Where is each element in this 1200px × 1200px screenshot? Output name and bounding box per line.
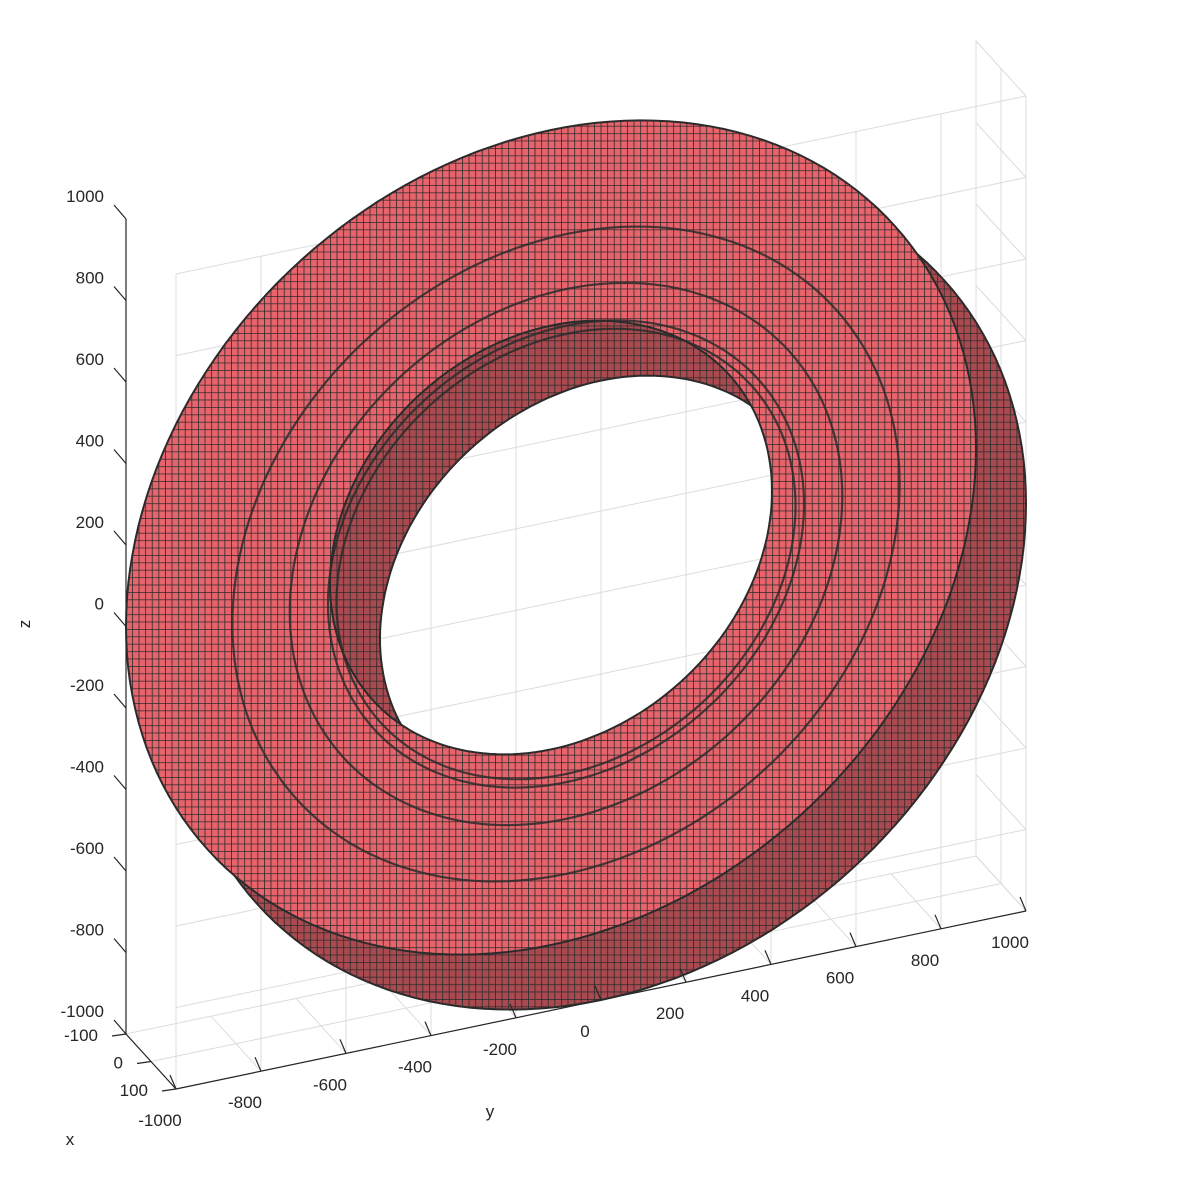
z-tick-label: -1000: [61, 1002, 104, 1021]
y-tick-mark: [594, 985, 602, 1001]
tick-labels: -1000-800-600-400-20002004006008001000-1…: [61, 187, 1029, 1130]
y-tick-mark: [509, 1003, 517, 1019]
z-tick-label: -600: [70, 839, 104, 858]
z-tick-label: 0: [95, 595, 104, 614]
grid-line: [975, 855, 1027, 912]
z-tick-label: -200: [70, 676, 104, 695]
grid-line: [975, 40, 1027, 97]
y-tick-label: 800: [911, 951, 939, 970]
torus-layer-contour: [326, 319, 806, 789]
y-tick-mark: [1019, 896, 1027, 912]
y-tick-label: 200: [656, 1004, 684, 1023]
y-tick-label: 600: [826, 969, 854, 988]
y-tick-mark: [254, 1056, 262, 1072]
y-tick-mark: [849, 932, 857, 947]
z-tick-mark: [113, 286, 127, 301]
x-tick-label: -100: [64, 1026, 98, 1045]
y-axis-title: y: [486, 1102, 495, 1121]
torus-voxel-body: [124, 119, 1028, 1011]
y-tick-mark: [339, 1039, 347, 1054]
z-tick-mark: [113, 938, 127, 953]
x-tick-mark: [136, 1060, 152, 1065]
grid-line: [975, 285, 1027, 341]
x-axis-title: x: [66, 1130, 75, 1149]
y-tick-label: -200: [483, 1040, 517, 1059]
z-tick-mark: [113, 367, 127, 383]
z-tick-mark: [113, 693, 127, 709]
y-tick-label: -600: [313, 1075, 347, 1094]
y-tick-label: 1000: [991, 933, 1029, 952]
x-tick-label: 0: [114, 1054, 123, 1073]
z-tick-label: 400: [76, 432, 104, 451]
y-tick-label: 0: [580, 1022, 589, 1041]
z-tick-label: 1000: [66, 187, 104, 206]
z-tick-label: -400: [70, 758, 104, 777]
z-tick-mark: [113, 204, 127, 220]
z-tick-label: -800: [70, 921, 104, 940]
grid-line: [975, 692, 1027, 749]
z-tick-mark: [113, 530, 127, 546]
z-tick-mark: [113, 1019, 127, 1035]
z-tick-label: 200: [76, 513, 104, 532]
x-tick-mark: [161, 1088, 177, 1092]
z-axis-title: z: [15, 620, 34, 629]
torus-layer-contour: [231, 225, 901, 883]
z-tick-mark: [113, 612, 127, 627]
grid-line: [975, 774, 1027, 830]
y-tick-label: -1000: [138, 1111, 181, 1130]
torus-layer-contour: [288, 281, 844, 827]
y-tick-mark: [169, 1074, 177, 1090]
z-tick-label: 600: [76, 350, 104, 369]
y-tick-label: -800: [228, 1093, 262, 1112]
y-tick-mark: [934, 914, 942, 930]
grid-line: [975, 122, 1027, 178]
y-tick-mark: [679, 967, 687, 983]
z-tick-mark: [113, 449, 127, 464]
x-tick-mark: [111, 1033, 127, 1037]
z-tick-label: 800: [76, 269, 104, 288]
y-tick-mark: [424, 1021, 432, 1036]
y-tick-label: 400: [741, 986, 769, 1005]
axis-titles: x y z: [15, 620, 495, 1149]
z-tick-mark: [113, 856, 127, 872]
y-tick-label: -400: [398, 1058, 432, 1077]
x-tick-label: 100: [120, 1081, 148, 1100]
z-tick-mark: [113, 775, 127, 790]
grid-line: [975, 203, 1027, 260]
y-tick-mark: [764, 950, 772, 965]
torus-layer-contour: [335, 327, 797, 781]
